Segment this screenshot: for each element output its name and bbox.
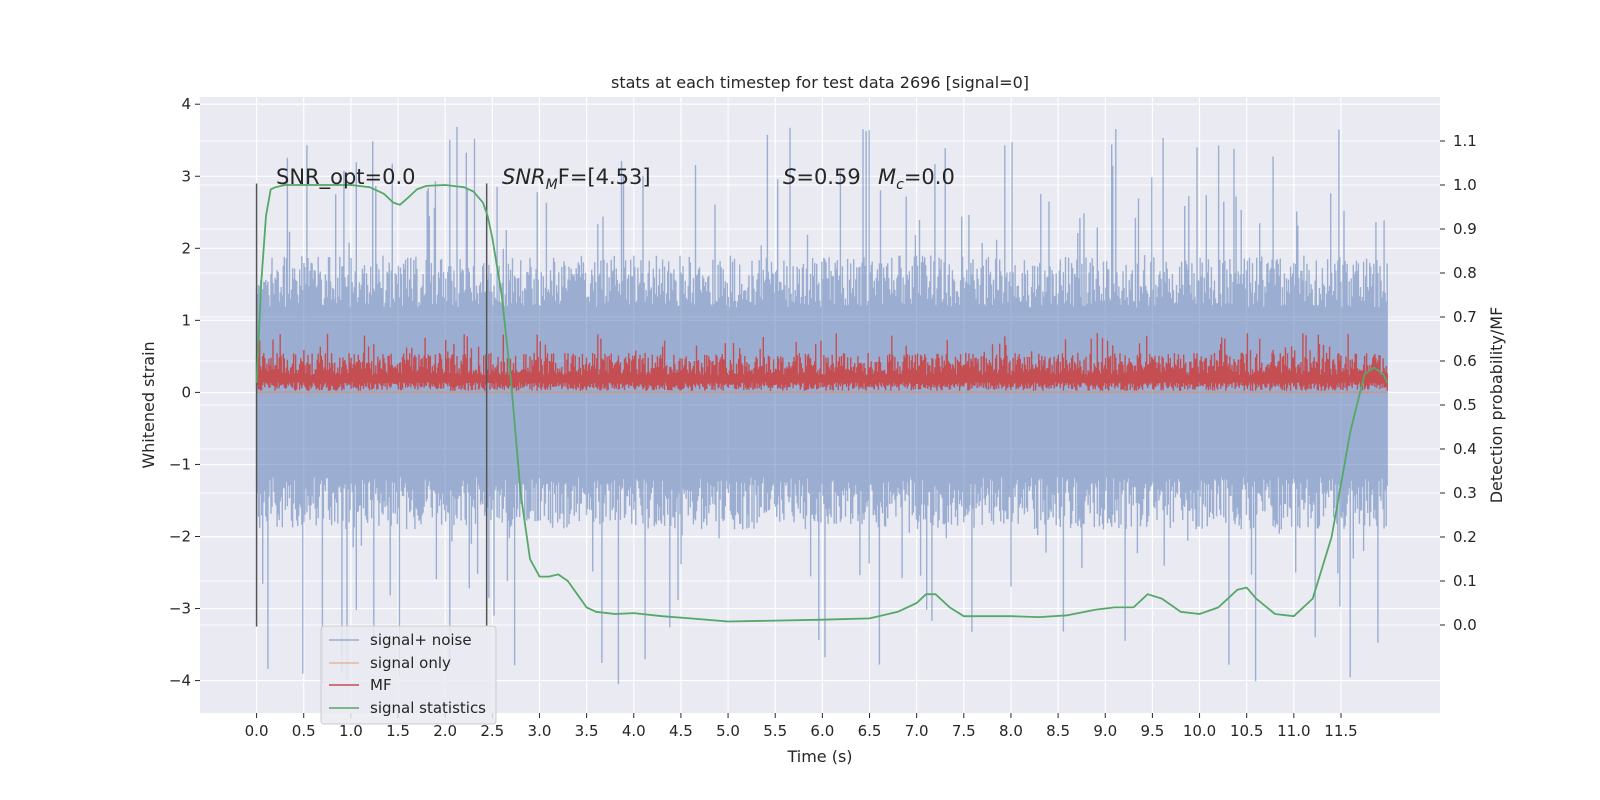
annotation-snr-mf-sub: M	[546, 177, 558, 193]
x-tick-label: 9.0	[1093, 722, 1117, 740]
y-tick-label: 2	[181, 239, 191, 257]
x-tick-label: 6.5	[858, 722, 882, 740]
y-right-tick-label: 0.8	[1453, 264, 1477, 282]
annotation-s-tail: =0.59	[796, 165, 860, 189]
x-tick-label: 11.5	[1324, 722, 1357, 740]
annotation-s: S=0.59	[783, 165, 861, 189]
y-right-tick-label: 0.1	[1453, 572, 1477, 590]
y-tick-label: 3	[181, 167, 191, 185]
y-tick-label: −2	[169, 527, 191, 545]
x-tick-label: 5.0	[716, 722, 740, 740]
y-right-tick-label: 0.5	[1453, 396, 1477, 414]
y-tick-label: −4	[169, 672, 191, 690]
y-right-tick-label: 0.7	[1453, 308, 1477, 326]
y-tick-label: 1	[181, 311, 191, 329]
annotation-mc-tail: =0.0	[904, 165, 955, 189]
legend-label-signal-noise: signal+ noise	[370, 631, 472, 649]
x-tick-label: 1.0	[339, 722, 363, 740]
annotation-mc-sub: c	[896, 177, 904, 193]
legend-label-signal-statistics: signal statistics	[370, 699, 486, 717]
x-tick-label: 8.0	[999, 722, 1023, 740]
y-right-tick-label: 0.6	[1453, 352, 1477, 370]
legend-label-mf: MF	[370, 676, 392, 694]
x-tick-label: 2.5	[480, 722, 504, 740]
data-series	[255, 127, 1389, 685]
x-tick-label: 11.0	[1277, 722, 1310, 740]
y-axis-right-label: Detection probability/MF	[1487, 307, 1506, 504]
legend: signal+ noise signal only MF signal stat…	[320, 625, 497, 725]
x-tick-label: 9.5	[1140, 722, 1164, 740]
legend-label-signal-only: signal only	[370, 654, 451, 672]
x-tick-label: 1.5	[386, 722, 410, 740]
annotation-mc: Mc=0.0	[878, 165, 955, 193]
y-right-tick-label: 0.4	[1453, 440, 1477, 458]
y-tick-label: 4	[181, 95, 191, 113]
y-right-tick-label: 0.9	[1453, 220, 1477, 238]
x-tick-label: 2.0	[433, 722, 457, 740]
x-tick-label: 3.0	[528, 722, 552, 740]
y-right-tick-label: 1.0	[1453, 176, 1477, 194]
annotation-snr-mf-main: SNR	[502, 165, 546, 189]
chart-title: stats at each timestep for test data 269…	[611, 73, 1029, 92]
y-tick-label: −1	[169, 455, 191, 473]
y-right-tick-label: 1.1	[1453, 132, 1477, 150]
x-tick-label: 0.0	[245, 722, 269, 740]
x-tick-label: 3.5	[575, 722, 599, 740]
x-tick-label: 7.0	[905, 722, 929, 740]
annotations: SNR_opt=0.0 SNRMF=[4.53] S=0.59 Mc=0.0	[276, 165, 955, 193]
y-right-tick-label: 0.3	[1453, 484, 1477, 502]
y-right-tick-label: 0.2	[1453, 528, 1477, 546]
signal-statistics-series	[255, 184, 1389, 623]
y-tick-label: −3	[169, 600, 191, 618]
x-tick-label: 0.5	[292, 722, 316, 740]
y-right-tick-label: 0.0	[1453, 616, 1477, 634]
x-axis-label: Time (s)	[786, 747, 852, 766]
annotation-mc-main: M	[878, 165, 896, 189]
x-tick-label: 8.5	[1046, 722, 1070, 740]
x-tick-label: 7.5	[952, 722, 976, 740]
annotation-snr-mf-tail: F=[4.53]	[558, 165, 651, 189]
x-tick-label: 6.0	[810, 722, 834, 740]
y-tick-label: 0	[181, 383, 191, 401]
axis-ticks: 0.0 0.5 1.0 1.5 2.0 2.5 3.0 3.5 4.0 4.5 5.0 5.5 6.0 6…	[169, 95, 1477, 740]
x-tick-label: 4.0	[622, 722, 646, 740]
x-tick-label: 4.5	[669, 722, 693, 740]
annotation-snr-mf: SNRMF=[4.53]	[502, 165, 651, 193]
x-tick-label: 10.0	[1183, 722, 1216, 740]
annotation-s-main: S	[783, 165, 796, 189]
annotation-snr-opt: SNR_opt=0.0	[276, 165, 416, 190]
x-tick-label: 10.5	[1230, 722, 1263, 740]
x-tick-label: 5.5	[763, 722, 787, 740]
legend-frame	[320, 625, 497, 725]
y-axis-label: Whitened strain	[139, 341, 158, 468]
